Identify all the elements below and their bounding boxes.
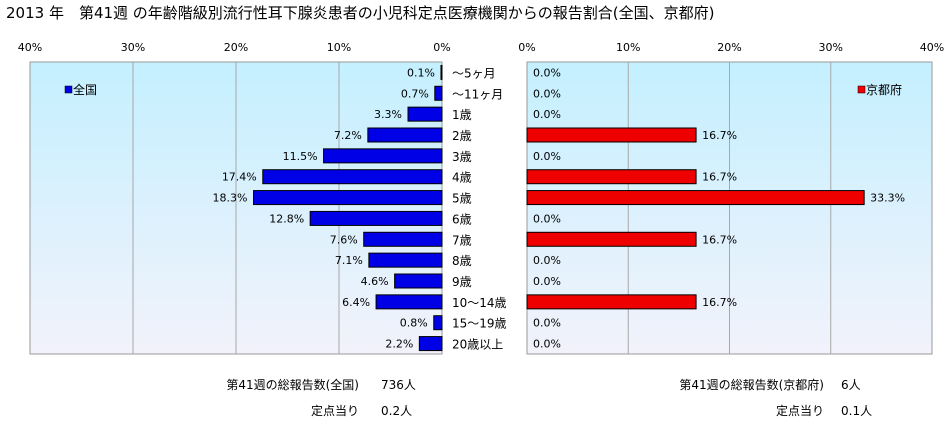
age-category-label: ～5ヶ月 <box>452 66 496 80</box>
national-bar <box>418 336 443 352</box>
national-bar <box>434 85 443 101</box>
national-data-label: 11.5% <box>283 150 318 163</box>
national-data-label: 2.2% <box>385 338 413 351</box>
national-per-site-label: 定点当り <box>310 404 359 418</box>
national-data-label: 0.7% <box>401 87 429 100</box>
kyoto-data-label: 0.0% <box>533 254 561 267</box>
national-bar <box>433 315 443 331</box>
national-legend-label: 全国 <box>73 82 97 97</box>
kyoto-data-label: 0.0% <box>533 150 561 163</box>
national-data-label: 3.3% <box>374 108 402 121</box>
kyoto-data-label: 16.7% <box>702 129 737 142</box>
national-total-label: 第41週の総報告数(全国) <box>226 378 359 392</box>
national-legend: 全国 <box>64 82 97 97</box>
national-x-tick-label: 20% <box>224 41 248 54</box>
kyoto-bar <box>526 169 697 185</box>
national-bar <box>440 64 443 80</box>
kyoto-x-tick-label: 10% <box>616 41 640 54</box>
national-data-label: 7.1% <box>335 254 363 267</box>
national-data-label: 12.8% <box>269 212 304 225</box>
kyoto-x-tick-label: 30% <box>819 41 843 54</box>
national-bar <box>367 127 443 143</box>
age-category-label: 1歳 <box>452 108 472 122</box>
kyoto-data-label: 0.0% <box>533 212 561 225</box>
kyoto-data-label: 0.0% <box>533 66 561 79</box>
age-category-label: 4歳 <box>452 171 472 185</box>
kyoto-x-tick-label: 40% <box>920 41 944 54</box>
national-chart: 40% 30% 20% 10% 0% 0.1% 0.7% 3.3% 7.2% 11.5% 17.4%… <box>18 41 451 355</box>
kyoto-per-site-label: 定点当り <box>775 404 824 418</box>
kyoto-data-label: 0.0% <box>533 338 561 351</box>
kyoto-legend-label: 京都府 <box>866 82 902 97</box>
national-legend-swatch <box>64 85 73 94</box>
kyoto-data-label: 0.0% <box>533 275 561 288</box>
kyoto-x-tick-label: 20% <box>717 41 741 54</box>
kyoto-chart: 0% 10% 20% 30% 40% 0.0% 0.0% 0.0% 16.7% 0.0% 16.7%… <box>518 41 944 355</box>
kyoto-bar <box>526 190 865 206</box>
national-bar <box>262 169 443 185</box>
chart-title: 2013 年 第41週 の年齢階級別流行性耳下腺炎患者の小児科定点医療機関からの… <box>6 4 715 22</box>
national-x-tick-label: 0% <box>433 41 450 54</box>
kyoto-data-label: 16.7% <box>702 233 737 246</box>
kyoto-x-tick-label: 0% <box>518 41 535 54</box>
national-bar <box>309 210 443 226</box>
national-per-site-value: 0.2人 <box>381 404 413 418</box>
age-category-label: 20歳以上 <box>452 338 503 352</box>
age-category-label: 10～14歳 <box>452 296 507 310</box>
age-category-label: 3歳 <box>452 150 472 164</box>
kyoto-data-label: 0.0% <box>533 317 561 330</box>
national-x-tick-label: 30% <box>121 41 145 54</box>
national-bar <box>253 190 443 206</box>
age-category-label: 7歳 <box>452 233 472 247</box>
national-bar <box>394 273 443 289</box>
kyoto-data-label: 0.0% <box>533 87 561 100</box>
age-category-label: ～11ヶ月 <box>452 87 503 101</box>
national-total-value: 736人 <box>381 378 416 392</box>
age-category-label: 15～19歳 <box>452 317 507 331</box>
national-data-label: 0.8% <box>400 317 428 330</box>
kyoto-data-label: 0.0% <box>533 108 561 121</box>
kyoto-total-value: 6人 <box>841 378 861 392</box>
national-data-label: 4.6% <box>361 275 389 288</box>
kyoto-legend: 京都府 <box>857 82 902 97</box>
national-bar <box>375 294 443 310</box>
national-bar <box>323 148 443 164</box>
age-category-label: 5歳 <box>452 192 472 206</box>
kyoto-legend-swatch <box>857 85 866 94</box>
national-data-label: 7.6% <box>330 233 358 246</box>
age-category-label: 9歳 <box>452 275 472 289</box>
kyoto-per-site-value: 0.1人 <box>841 404 873 418</box>
kyoto-data-label: 16.7% <box>702 171 737 184</box>
kyoto-bar <box>526 231 697 247</box>
national-x-tick-label: 10% <box>327 41 351 54</box>
national-data-label: 17.4% <box>222 171 257 184</box>
national-data-label: 0.1% <box>407 66 435 79</box>
national-bar <box>363 231 443 247</box>
kyoto-data-label: 16.7% <box>702 296 737 309</box>
age-category-label: 8歳 <box>452 254 472 268</box>
national-data-label: 6.4% <box>342 296 370 309</box>
age-category-label: 2歳 <box>452 129 472 143</box>
kyoto-total-label: 第41週の総報告数(京都府) <box>679 378 824 392</box>
age-category-label: 6歳 <box>452 212 472 226</box>
age-category-labels: ～5ヶ月 ～11ヶ月 1歳 2歳 3歳 4歳 5歳 6歳 7歳 8歳 9歳 10～14歳 15～19歳 2… <box>452 66 507 351</box>
national-x-tick-label: 40% <box>18 41 42 54</box>
national-bar <box>407 106 443 122</box>
kyoto-bar <box>526 294 697 310</box>
national-data-label: 7.2% <box>334 129 362 142</box>
kyoto-data-label: 33.3% <box>870 192 905 205</box>
kyoto-bar <box>526 127 697 143</box>
national-data-label: 18.3% <box>213 192 248 205</box>
national-bar <box>368 252 443 268</box>
